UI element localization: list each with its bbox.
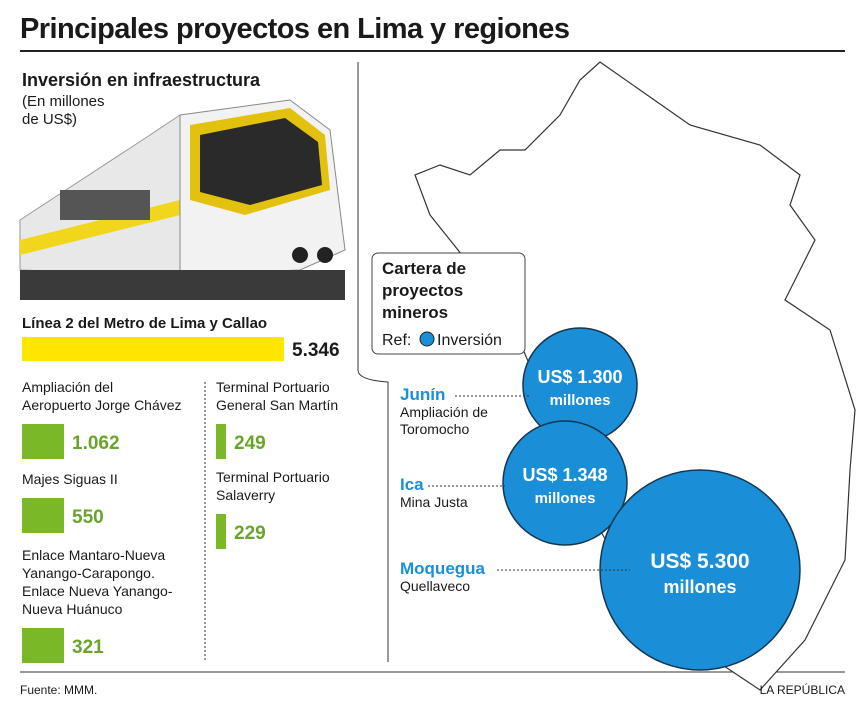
project-icon: [216, 514, 226, 549]
project-name: Aeropuerto Jorge Chávez: [22, 397, 182, 413]
region-name: Ica: [400, 475, 424, 494]
investment-unit: millones: [663, 577, 736, 597]
project-name: General San Martín: [216, 397, 338, 413]
project-name: Majes Siguas II: [22, 471, 118, 487]
legend-ref: Ref:: [382, 332, 411, 349]
project-name: Terminal Portuario: [216, 379, 330, 395]
investment-unit: millones: [535, 490, 596, 507]
investment-bubble: [599, 469, 801, 671]
investment-amount: US$ 1.300: [537, 367, 622, 387]
investment-bubble: [502, 420, 628, 546]
mine-project: Ampliación de: [400, 404, 488, 420]
project-name: Ampliación del: [22, 379, 113, 395]
brand: LA REPÚBLICA: [760, 682, 845, 697]
region-name: Junín: [400, 385, 445, 404]
project-value: 1.062: [72, 433, 120, 454]
legend-title: proyectos: [382, 281, 463, 300]
mine-project: Toromocho: [400, 421, 469, 437]
divider: [357, 62, 389, 662]
project-name: Salaverry: [216, 487, 275, 503]
heading: Inversión en infraestructura: [22, 70, 261, 90]
unit: (En millones: [22, 93, 105, 110]
project-value: 550: [72, 507, 104, 528]
mine-project: Mina Justa: [400, 494, 468, 510]
main-project-name: Línea 2 del Metro de Lima y Callao: [22, 315, 267, 332]
main-project-bar: [22, 337, 284, 361]
main-project-value: 5.346: [292, 340, 340, 361]
legend-item: Inversión: [437, 332, 502, 349]
project-name: Enlace Mantaro-Nueva: [22, 547, 165, 563]
investment-amount: US$ 5.300: [650, 550, 749, 573]
legend-title: mineros: [382, 303, 448, 322]
project-name: Enlace Nueva Yanango-: [22, 583, 173, 599]
project-icon: [216, 424, 226, 459]
project-name: Nueva Huánuco: [22, 601, 123, 617]
investment-unit: millones: [550, 392, 611, 409]
train-image: [19, 99, 346, 300]
project-value: 321: [72, 637, 104, 658]
project-value: 229: [234, 523, 266, 544]
title: Principales proyectos en Lima y regiones: [20, 13, 570, 45]
legend-box: [371, 252, 526, 355]
legend-swatch: [419, 331, 435, 347]
mine-project: Quellaveco: [400, 578, 470, 594]
project-icon: [22, 498, 64, 533]
region-name: Moquegua: [400, 559, 486, 578]
project-name: Terminal Portuario: [216, 469, 330, 485]
unit: de US$): [22, 111, 77, 128]
project-icon: [22, 424, 64, 459]
legend-title: Cartera de: [382, 259, 466, 278]
project-value: 249: [234, 433, 266, 454]
source: Fuente: MMM.: [20, 683, 97, 697]
investment-amount: US$ 1.348: [522, 465, 607, 485]
project-name: Yanango-Carapongo.: [22, 565, 155, 581]
project-icon: [22, 628, 64, 663]
